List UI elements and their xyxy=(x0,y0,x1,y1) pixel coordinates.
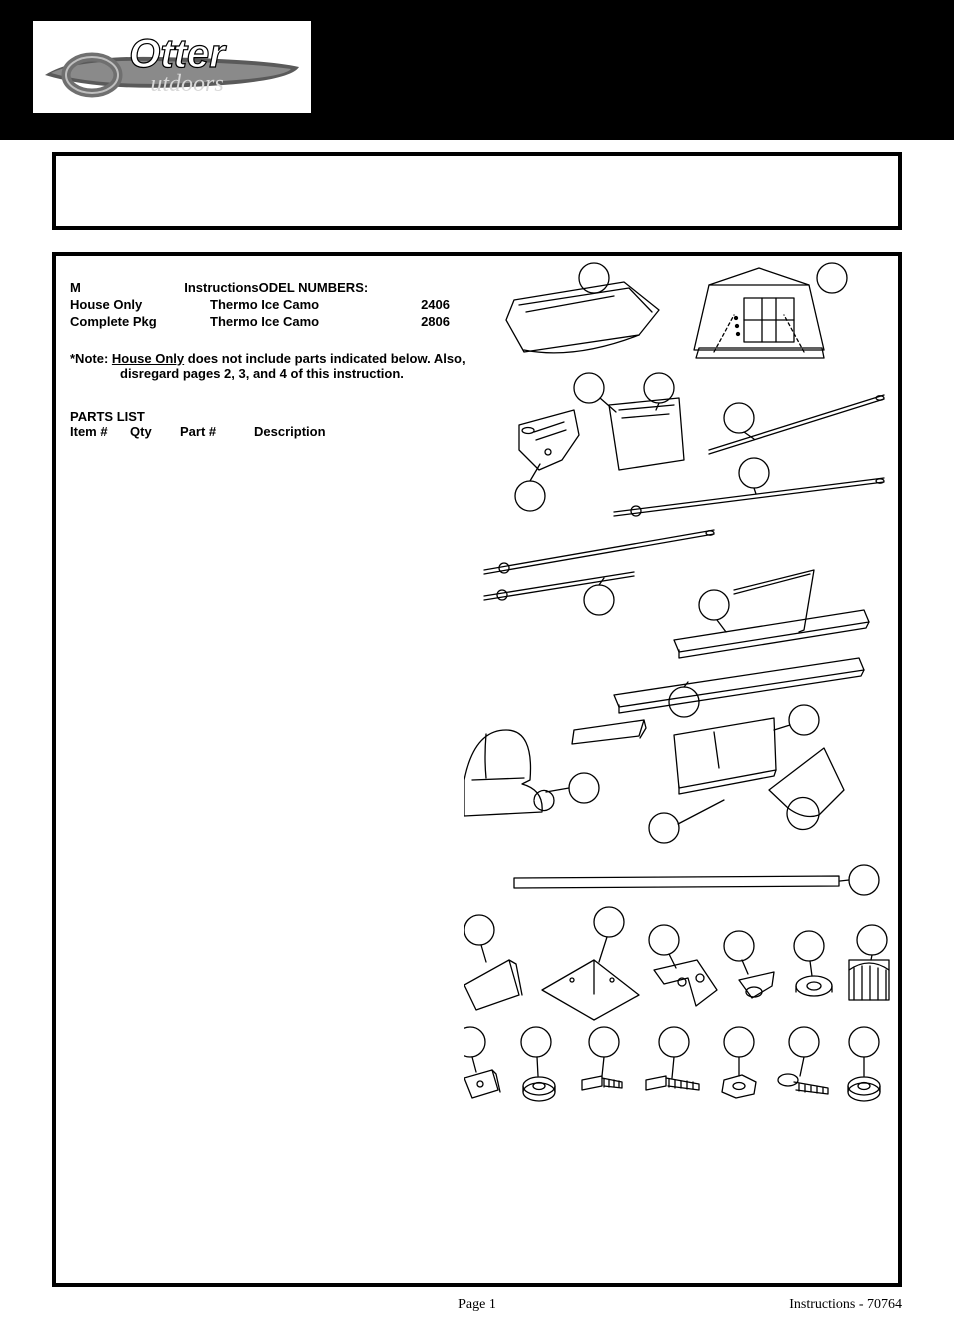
footer-page: Page 1 xyxy=(335,1297,618,1313)
part-ice-house-tent xyxy=(694,268,824,358)
model-heading-m: M xyxy=(70,280,85,297)
part-thumb-screw xyxy=(739,972,774,998)
footer-doc: Instructions - 70764 xyxy=(619,1297,902,1313)
part-hex-bolt-short xyxy=(582,1076,622,1090)
col-part: Part # xyxy=(180,424,240,439)
part-flat-washer-2 xyxy=(848,1077,880,1101)
part-hex-nut xyxy=(722,1075,756,1098)
col-item: Item # xyxy=(70,424,130,439)
part-flat-bar xyxy=(514,876,839,888)
model-heading-instr: Instructions xyxy=(184,280,258,295)
part-bracket-left xyxy=(519,410,579,470)
model-num: 2806 xyxy=(390,314,450,331)
col-qty: Qty xyxy=(130,424,180,439)
part-wedge-block-1 xyxy=(464,960,522,1010)
page-footer: Page 1 Instructions - 70764 xyxy=(52,1297,902,1313)
part-wedge-block-2 xyxy=(542,960,639,1020)
parts-diagram xyxy=(464,260,894,1110)
model-pkg: House Only xyxy=(70,297,210,314)
brand-logo: Otter utdoors xyxy=(30,18,314,116)
model-pkg: Complete Pkg xyxy=(70,314,210,331)
part-folding-seat xyxy=(464,730,554,816)
col-desc: Description xyxy=(240,424,350,439)
part-washer-lock xyxy=(796,976,832,996)
part-bracket-right xyxy=(609,398,684,470)
title-box xyxy=(52,152,902,230)
note-prefix: *Note: xyxy=(70,351,112,366)
part-sled-tub xyxy=(506,282,659,353)
part-carriage-bolt xyxy=(778,1074,828,1094)
model-heading-suffix: ODEL NUMBERS: xyxy=(259,280,369,295)
part-bench-rail-1 xyxy=(674,610,869,658)
part-tool-piece xyxy=(849,960,889,1000)
part-pole-knob-lower-2 xyxy=(484,572,634,600)
note-underline: House Only xyxy=(112,351,184,366)
model-variant: Thermo Ice Camo xyxy=(210,297,390,314)
part-l-handle xyxy=(734,570,814,632)
svg-text:utdoors: utdoors xyxy=(150,71,223,97)
part-pole-knob-lower xyxy=(484,530,714,574)
header-band: Otter utdoors xyxy=(0,0,954,140)
svg-text:Otter: Otter xyxy=(129,32,227,76)
note-rest1: does not include parts indicated below. … xyxy=(184,351,465,366)
part-pole-knob-upper xyxy=(614,478,884,516)
model-variant: Thermo Ice Camo xyxy=(210,314,390,331)
part-flat-washer-1 xyxy=(523,1077,555,1101)
content-box: M InstructionsODEL NUMBERS: House Only T… xyxy=(52,252,902,1287)
model-num: 2406 xyxy=(390,297,450,314)
part-u-clamp xyxy=(654,960,717,1006)
part-hinge-bracket xyxy=(769,748,844,830)
part-front-plate xyxy=(674,718,776,794)
part-bench-rail-2 xyxy=(572,658,864,744)
part-square-nut xyxy=(464,1070,500,1098)
